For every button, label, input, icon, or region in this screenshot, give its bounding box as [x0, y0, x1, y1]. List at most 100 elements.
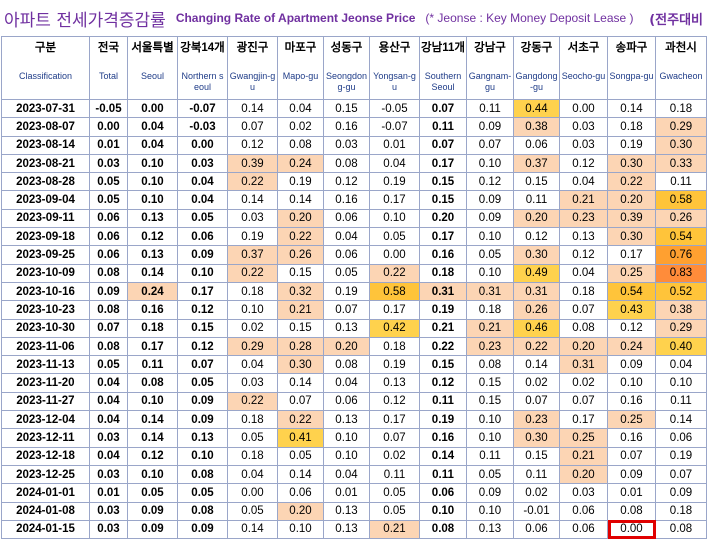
- column-name-korean: 서초구: [567, 42, 600, 54]
- value-cell: 0.29: [227, 336, 278, 357]
- value-cell: 0.07: [369, 428, 420, 448]
- data-row: 2023-10-09 0.08 0.14 0.10 0.22 0.15 0.05 0.22 0.…: [1, 263, 707, 283]
- value-cell: 0.20: [559, 464, 608, 485]
- value-cell: 0.21: [277, 300, 324, 320]
- value-cell: 0.10: [323, 446, 370, 466]
- column-header: 서초구 Seocho-gu: [559, 36, 608, 100]
- column-name-korean: 강남11개: [421, 42, 465, 54]
- value-cell: 0.03: [89, 153, 128, 174]
- value-cell: 0.08: [277, 135, 324, 155]
- column-name-korean: 전국: [97, 42, 120, 54]
- column-name-korean: 송파구: [615, 42, 648, 54]
- value-cell: 0.03: [323, 135, 370, 155]
- value-cell: 0.21: [559, 446, 608, 466]
- value-cell: 0.15: [513, 172, 560, 192]
- value-cell: 0.10: [419, 501, 467, 521]
- value-cell: 0.01: [89, 483, 128, 503]
- value-cell: 0.07: [323, 300, 370, 320]
- value-cell: 0.06: [277, 483, 324, 503]
- value-cell: 0.15: [419, 172, 467, 192]
- value-cell: 0.00: [127, 98, 178, 119]
- value-cell: 0.09: [177, 391, 228, 412]
- value-cell: 0.25: [559, 428, 608, 448]
- value-cell: 0.05: [323, 263, 370, 283]
- value-cell: 0.14: [127, 410, 178, 430]
- value-cell: 0.08: [89, 336, 128, 357]
- title-english: Changing Rate of Apartment Jeonse Price: [175, 11, 416, 25]
- value-cell: 0.02: [513, 373, 560, 393]
- value-cell: -0.07: [177, 98, 228, 119]
- column-name-english: Seoul: [140, 71, 165, 81]
- data-row: 2023-10-16 0.09 0.24 0.17 0.18 0.32 0.19 0.58 0.…: [1, 281, 707, 302]
- value-cell: 0.22: [227, 391, 278, 412]
- value-cell: 0.10: [607, 373, 656, 393]
- value-cell: 0.11: [513, 464, 560, 485]
- value-cell: 0.06: [177, 227, 228, 247]
- value-cell: 0.02: [277, 117, 324, 137]
- value-cell: 0.07: [419, 98, 467, 119]
- date-cell: 2024-01-08: [1, 501, 90, 521]
- value-cell: 0.11: [513, 190, 560, 210]
- value-cell: 0.01: [369, 135, 420, 155]
- value-cell: 0.01: [607, 483, 656, 503]
- value-cell: -0.07: [369, 117, 420, 137]
- value-cell: 0.05: [127, 483, 178, 503]
- value-cell: 0.00: [369, 245, 420, 265]
- value-cell: 0.09: [177, 410, 228, 430]
- value-cell: 0.28: [277, 336, 324, 357]
- value-cell: 0.18: [227, 446, 278, 466]
- column-header: 강동구 Gangdong-gu: [513, 36, 560, 100]
- value-cell: 0.21: [466, 318, 514, 338]
- value-cell: 0.11: [466, 98, 514, 119]
- data-row: 2024-01-15 0.03 0.09 0.09 0.14 0.10 0.13 0.21 0.…: [1, 519, 707, 540]
- value-cell: 0.10: [323, 428, 370, 448]
- value-cell: 0.58: [655, 190, 707, 210]
- date-cell: 2023-09-04: [1, 190, 90, 210]
- column-name-korean: 과천시: [665, 42, 697, 54]
- value-cell: 0.11: [127, 355, 178, 375]
- value-cell: 0.10: [127, 464, 178, 485]
- value-cell: 0.22: [277, 410, 324, 430]
- value-cell: 0.43: [607, 300, 656, 320]
- value-cell: 0.14: [227, 98, 278, 119]
- value-cell: 0.30: [607, 227, 656, 247]
- value-cell: 0.07: [559, 391, 608, 412]
- date-cell: 2023-09-11: [1, 208, 90, 229]
- value-cell: 0.11: [419, 391, 467, 412]
- value-cell: 0.13: [127, 245, 178, 265]
- value-cell: 0.00: [177, 135, 228, 155]
- value-cell: 0.10: [227, 300, 278, 320]
- value-cell: 0.10: [466, 501, 514, 521]
- date-cell: 2023-11-13: [1, 355, 90, 375]
- value-cell: 0.20: [607, 190, 656, 210]
- value-cell: 0.18: [655, 501, 707, 521]
- column-header: 강남구 Gangnam-gu: [466, 36, 514, 100]
- value-cell: 0.06: [323, 245, 370, 265]
- value-cell: 0.30: [277, 355, 324, 375]
- value-cell: 0.06: [89, 245, 128, 265]
- data-row: 2023-08-07 0.00 0.04 -0.03 0.07 0.02 0.16 -0.07…: [1, 117, 707, 137]
- value-cell: 0.04: [369, 153, 420, 174]
- value-cell: 0.05: [177, 483, 228, 503]
- data-row: 2024-01-01 0.01 0.05 0.05 0.00 0.06 0.01 0.05 0.…: [1, 483, 707, 503]
- value-cell: -0.05: [89, 98, 128, 119]
- value-cell: 0.05: [277, 446, 324, 466]
- value-cell: 0.12: [607, 318, 656, 338]
- value-cell: 0.22: [513, 336, 560, 357]
- value-cell: 0.18: [227, 281, 278, 302]
- data-row: 2024-01-08 0.03 0.09 0.08 0.05 0.20 0.13 0.05 0.…: [1, 501, 707, 521]
- date-cell: 2023-08-07: [1, 117, 90, 137]
- column-header: 마포구 Mapo-gu: [277, 36, 324, 100]
- value-cell: 0.19: [369, 172, 420, 192]
- column-name-korean: 서울특별: [131, 42, 174, 54]
- value-cell: 0.04: [177, 172, 228, 192]
- value-cell: 0.07: [419, 135, 467, 155]
- value-cell: 0.12: [177, 300, 228, 320]
- value-cell: 0.14: [227, 190, 278, 210]
- value-cell: 0.13: [466, 519, 514, 540]
- value-cell: 0.11: [419, 464, 467, 485]
- value-cell: 0.02: [559, 373, 608, 393]
- column-header: 서울특별 Seoul: [127, 36, 178, 100]
- value-cell: 0.18: [369, 336, 420, 357]
- column-name-korean: 광진구: [236, 42, 269, 54]
